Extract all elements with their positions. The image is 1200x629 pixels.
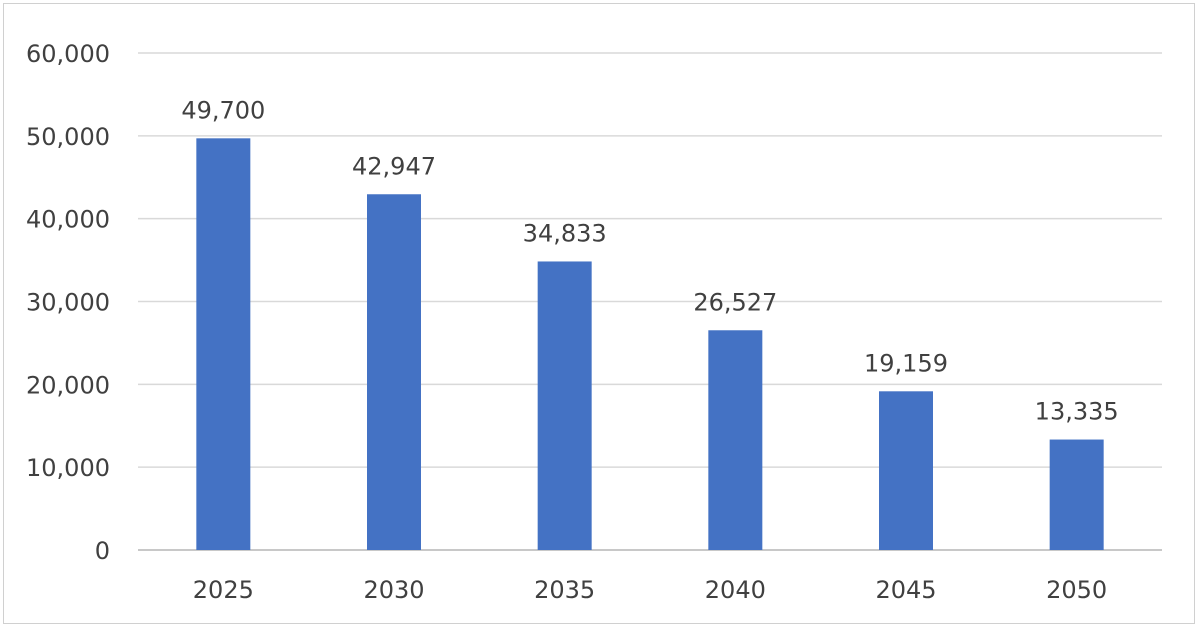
bar-2025	[196, 138, 251, 550]
bar-2030	[367, 194, 421, 550]
gridlines	[138, 52, 1162, 551]
data-labels: 49,700 42,947 34,833 26,527 19,159 13,335	[181, 96, 1118, 425]
y-tick-label: 40,000	[26, 206, 110, 234]
y-tick-label: 60,000	[26, 40, 110, 68]
bar-2050	[1049, 439, 1104, 550]
data-label-2040: 26,527	[693, 288, 777, 316]
data-label-2050: 13,335	[1035, 398, 1119, 426]
bar-2045	[879, 391, 933, 550]
bar-2035	[537, 261, 592, 550]
x-axis-categories: 2025 2030 2035 2040 2045 2050	[193, 576, 1107, 604]
x-category-label-2045: 2045	[875, 576, 936, 604]
y-tick-label: 30,000	[26, 289, 110, 317]
x-category-label-2025: 2025	[193, 576, 254, 604]
data-label-2030: 42,947	[352, 152, 436, 180]
x-category-label-2035: 2035	[534, 576, 595, 604]
data-label-2025: 49,700	[181, 96, 265, 124]
data-label-2035: 34,833	[523, 219, 607, 247]
y-tick-label: 50,000	[26, 123, 110, 151]
data-label-2045: 19,159	[864, 349, 948, 377]
y-tick-label: 0	[95, 537, 110, 565]
bar-2040	[708, 330, 763, 550]
bars	[196, 138, 1104, 550]
y-tick-label: 20,000	[26, 371, 110, 399]
y-axis-ticks: 0 10,000 20,000 30,000 40,000 50,000 60,000	[26, 40, 110, 565]
x-category-label-2050: 2050	[1046, 576, 1107, 604]
x-category-label-2040: 2040	[705, 576, 766, 604]
y-tick-label: 10,000	[26, 454, 110, 482]
x-category-label-2030: 2030	[363, 576, 424, 604]
